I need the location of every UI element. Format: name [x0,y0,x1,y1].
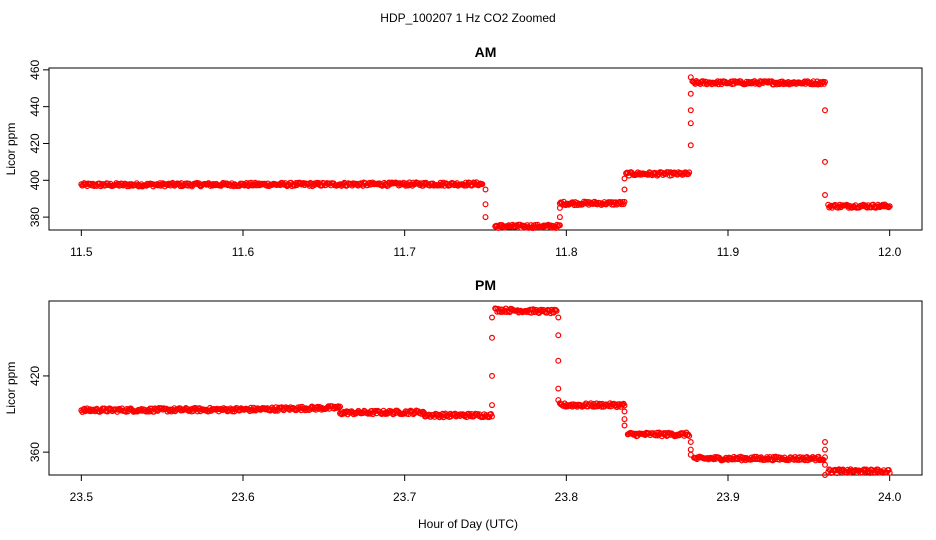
panel-pm: PM Licor ppm 23.5 23.6 23.7 23.8 23.9 24.0 360 42… [4,277,923,504]
data-point [555,397,562,404]
y-tick-label: 400 [28,170,42,190]
x-axis-label: Hour of Day (UTC) [418,517,518,531]
data-point [687,451,694,458]
y-tick-label: 460 [28,60,42,80]
data-point [687,90,694,97]
x-tick-label: 12.0 [878,245,902,259]
data-point [555,385,562,392]
panel-title: PM [475,277,496,293]
x-tick-label: 11.7 [393,245,416,259]
data-point [687,107,694,114]
data-point [621,422,628,429]
data-point [886,203,893,210]
x-tick-label: 23.8 [555,490,579,504]
data-point [821,446,828,453]
x-tick-label: 11.8 [555,245,578,259]
data-point [337,403,344,410]
y-tick-label: 440 [28,96,42,116]
data-point [489,314,496,321]
data-point [482,186,489,193]
data-point [621,186,628,193]
data-point [885,204,892,211]
data-point [687,439,694,446]
y-axis-label: Licor ppm [4,362,18,415]
data-point [336,404,343,411]
data-point [621,408,628,415]
x-tick-label: 23.6 [231,490,255,504]
data-point [556,204,563,211]
y-tick-label: 420 [28,366,42,386]
data-point [621,416,628,423]
data-point [687,446,694,453]
data-points [78,305,893,479]
x-tick-label: 11.9 [717,245,740,259]
x-tick-label: 24.0 [878,490,902,504]
data-point [555,314,562,321]
data-point [886,469,893,476]
data-point [482,214,489,221]
data-point [621,402,628,409]
figure-title: HDP_100207 1 Hz CO2 Zoomed [380,11,555,25]
data-points [78,74,893,232]
data-point [687,120,694,127]
data-point [686,433,693,440]
data-point [821,192,828,199]
plot-frame [48,67,923,231]
data-point [556,222,563,229]
y-tick-label: 420 [28,133,42,153]
data-point [552,307,559,314]
data-point [821,78,828,85]
data-point [489,413,496,420]
data-point [489,334,496,341]
data-point [885,467,892,474]
data-point [821,454,828,461]
y-tick-label: 380 [28,207,42,227]
data-point [687,142,694,149]
x-tick-label: 11.6 [232,245,255,259]
x-tick-label: 23.9 [716,490,740,504]
data-point [553,307,560,314]
data-point [621,198,628,205]
data-point [489,402,496,409]
data-point [482,201,489,208]
data-point [621,175,628,182]
x-tick-label: 11.5 [70,245,93,259]
panel-am: AM Licor ppm 11.5 11.6 11.7 11.8 11.9 12.0 380 40… [4,44,923,259]
y-tick-label: 360 [28,442,42,462]
data-point [555,332,562,339]
data-point [555,357,562,364]
data-point [686,169,693,176]
data-point [489,372,496,379]
data-point [821,107,828,114]
x-tick-label: 23.7 [393,490,417,504]
x-tick-label: 23.5 [70,490,94,504]
y-axis-label: Licor ppm [4,123,18,176]
panel-title: AM [475,44,497,60]
data-point [821,439,828,446]
data-point [821,472,828,479]
data-point [556,214,563,221]
data-point [821,461,828,468]
plot-frame [48,300,923,476]
data-point [821,158,828,165]
data-point [479,181,486,188]
data-point [687,74,694,81]
